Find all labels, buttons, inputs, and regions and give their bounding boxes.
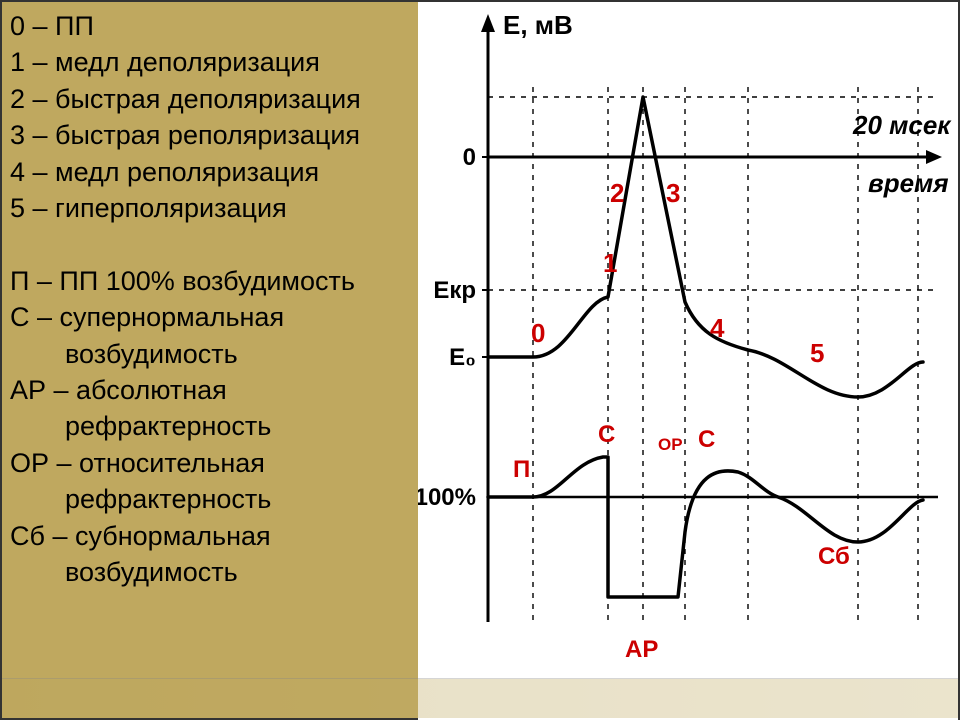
phase-legend-line: 4 – медл реполяризация: [10, 154, 414, 190]
excitability-legend-line: АР – абсолютная: [10, 372, 414, 408]
phase-legend: 0 – ПП1 – медл деполяризация2 – быстрая …: [10, 8, 414, 227]
excitability-legend-line: Сб – субнормальная: [10, 518, 414, 554]
phase-legend-line: 1 – медл деполяризация: [10, 44, 414, 80]
svg-text:3: 3: [666, 178, 680, 208]
phase-legend-line: 0 – ПП: [10, 8, 414, 44]
slide-footer-strip: [2, 678, 958, 718]
svg-text:0: 0: [531, 318, 545, 348]
svg-text:С: С: [698, 426, 715, 453]
legend-panel: 0 – ПП1 – медл деполяризация2 – быстрая …: [2, 2, 422, 597]
svg-text:АР: АР: [625, 636, 658, 663]
svg-text:2: 2: [610, 178, 624, 208]
excitability-legend-line: рефрактерность: [10, 481, 414, 517]
excitability-legend-line: возбудимость: [10, 554, 414, 590]
svg-text:E, мВ: E, мВ: [503, 10, 573, 40]
svg-text:Екр: Екр: [433, 277, 476, 304]
phase-legend-line: 3 – быстрая реполяризация: [10, 117, 414, 153]
phase-legend-line: 2 – быстрая деполяризация: [10, 81, 414, 117]
svg-text:время: время: [868, 168, 949, 198]
svg-text:4: 4: [710, 313, 725, 343]
svg-text:5: 5: [810, 338, 824, 368]
slide-container: 0 – ПП1 – медл деполяризация2 – быстрая …: [0, 0, 960, 720]
excitability-legend: П – ПП 100% возбудимостьС – супернормаль…: [10, 263, 414, 591]
svg-text:С: С: [598, 421, 615, 448]
svg-text:ОР: ОР: [658, 435, 683, 454]
svg-text:П: П: [513, 456, 530, 483]
svg-text:Сб: Сб: [818, 543, 850, 570]
svg-text:Е₀: Е₀: [449, 344, 476, 371]
svg-text:20 мсек: 20 мсек: [852, 110, 952, 140]
chart-area: 0 Екр Е₀ E, мВ 20 мсек время 0 1 2 3 4 5 100% П С С ОР Сб…: [418, 2, 958, 722]
excitability-legend-line: возбудимость: [10, 336, 414, 372]
svg-text:100%: 100%: [418, 484, 476, 511]
excitability-legend-line: ОР – относительная: [10, 445, 414, 481]
svg-text:0: 0: [463, 144, 476, 171]
excitability-legend-line: рефрактерность: [10, 408, 414, 444]
excitability-legend-line: С – супернормальная: [10, 299, 414, 335]
phase-legend-line: 5 – гиперполяризация: [10, 190, 414, 226]
svg-text:1: 1: [603, 248, 617, 278]
action-potential-chart: 0 Екр Е₀ E, мВ 20 мсек время 0 1 2 3 4 5 100% П С С ОР Сб…: [418, 2, 958, 722]
excitability-legend-line: П – ПП 100% возбудимость: [10, 263, 414, 299]
